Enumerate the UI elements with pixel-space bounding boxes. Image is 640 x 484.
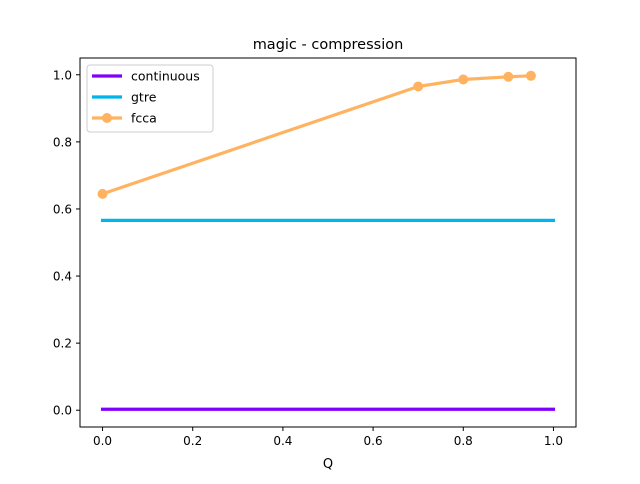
data-point-fcca bbox=[413, 81, 424, 92]
legend-marker-fcca bbox=[102, 113, 112, 123]
x-ticks: 0.0 0.2 0.4 0.6 0.8 1.0 bbox=[93, 427, 563, 448]
legend-label-fcca: fcca bbox=[131, 111, 157, 126]
y-tick-label: 0.8 bbox=[53, 135, 72, 149]
chart-title: magic - compression bbox=[253, 37, 404, 53]
y-tick-label: 1.0 bbox=[53, 68, 72, 82]
data-point-fcca bbox=[503, 71, 514, 82]
y-ticks: 0.0 0.2 0.4 0.6 0.8 1.0 bbox=[53, 68, 80, 418]
x-tick-label: 0.4 bbox=[273, 434, 292, 448]
legend: continuous gtre fcca bbox=[86, 64, 214, 133]
series-layer bbox=[97, 70, 556, 411]
x-axis-label: Q bbox=[323, 457, 333, 472]
x-tick-label: 0.0 bbox=[93, 434, 112, 448]
legend-label-gtre: gtre bbox=[131, 90, 157, 105]
axes-frame bbox=[79, 57, 577, 428]
x-tick-label: 0.2 bbox=[183, 434, 202, 448]
data-point-fcca bbox=[525, 70, 536, 81]
x-tick-label: 0.6 bbox=[364, 434, 383, 448]
y-tick-label: 0.0 bbox=[53, 404, 72, 418]
data-point-fcca bbox=[97, 188, 108, 199]
y-tick-label: 0.6 bbox=[53, 202, 72, 216]
data-point-fcca bbox=[458, 74, 469, 85]
legend-entries: continuous gtre fcca bbox=[92, 69, 200, 126]
legend-box bbox=[86, 64, 214, 133]
y-tick-label: 0.2 bbox=[53, 337, 72, 351]
x-tick-label: 1.0 bbox=[544, 434, 563, 448]
y-tick-label: 0.4 bbox=[53, 270, 72, 284]
x-tick-label: 0.8 bbox=[454, 434, 473, 448]
legend-label-continuous: continuous bbox=[131, 69, 200, 84]
